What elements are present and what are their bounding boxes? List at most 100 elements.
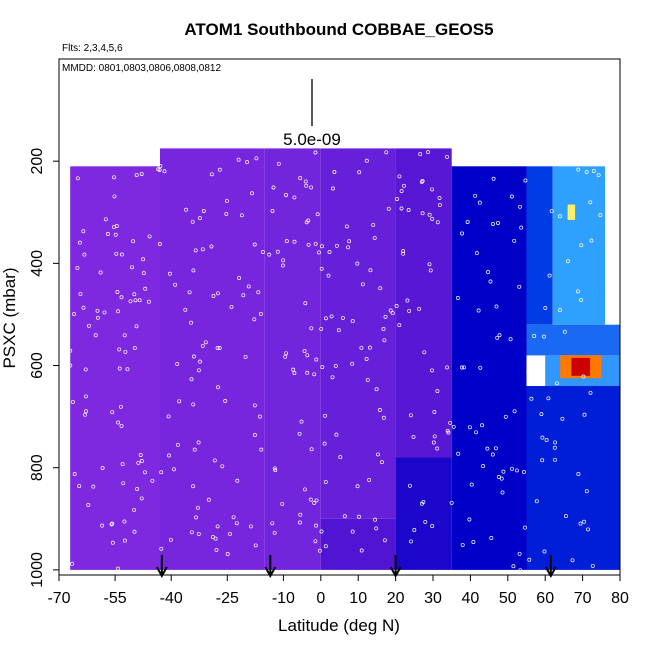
- sample-point: [589, 238, 594, 243]
- sample-point: [558, 308, 563, 313]
- heatmap-cell: [395, 148, 452, 458]
- sample-point: [231, 515, 236, 520]
- sample-point: [491, 176, 496, 181]
- sample-point: [216, 385, 220, 390]
- sample-point: [297, 520, 302, 525]
- sample-point: [309, 185, 314, 190]
- sample-point: [136, 460, 141, 465]
- sample-point: [408, 413, 413, 418]
- sample-point: [191, 354, 196, 359]
- sample-point: [298, 512, 303, 517]
- sample-point: [331, 186, 335, 191]
- sample-point: [215, 524, 220, 529]
- sample-point: [355, 484, 360, 489]
- sample-point: [376, 452, 380, 457]
- sample-point: [346, 245, 351, 250]
- sample-point: [360, 282, 365, 287]
- sample-point: [189, 377, 194, 382]
- sample-point: [299, 419, 304, 424]
- sample-point: [596, 173, 601, 178]
- sample-point: [474, 251, 479, 256]
- sample-point: [201, 209, 206, 213]
- x-tick-label: 10: [349, 590, 367, 607]
- sample-point: [132, 529, 137, 534]
- sample-point: [511, 564, 516, 569]
- sample-point: [430, 368, 434, 373]
- sample-point: [518, 204, 522, 209]
- sample-point: [246, 284, 251, 289]
- sample-point: [575, 289, 580, 294]
- sample-point: [494, 304, 499, 309]
- sample-point: [534, 499, 539, 504]
- heatmap-cell: [160, 148, 265, 570]
- x-tick-label: 30: [424, 590, 442, 607]
- sample-point: [306, 242, 311, 247]
- dates-note: MMDD: 0801,0803,0806,0808,0812: [62, 63, 221, 74]
- sample-point: [445, 428, 450, 433]
- sample-point: [100, 523, 105, 528]
- sample-point: [431, 440, 436, 445]
- sample-point: [167, 453, 171, 458]
- y-axis: 200 400 600 800 1000: [29, 148, 59, 588]
- sample-point: [116, 309, 120, 314]
- sample-point: [245, 160, 249, 165]
- sample-point: [119, 423, 124, 428]
- sample-point: [330, 375, 335, 380]
- sample-point: [70, 561, 75, 566]
- sample-point: [336, 328, 341, 333]
- sample-point: [365, 377, 370, 382]
- sample-point: [570, 558, 575, 563]
- sample-point: [486, 270, 491, 274]
- sample-point: [427, 212, 432, 217]
- sample-point: [459, 365, 464, 370]
- scale-bar: 5.0e-09: [283, 79, 341, 149]
- y-tick-label: 1000: [29, 552, 46, 588]
- sample-point: [283, 354, 288, 359]
- sample-point: [122, 538, 127, 543]
- sample-point: [303, 179, 308, 184]
- sample-point: [374, 387, 379, 392]
- sample-point: [512, 238, 517, 243]
- sample-point: [183, 307, 188, 312]
- sample-point: [200, 247, 205, 252]
- sample-point: [143, 286, 148, 291]
- sample-point: [116, 566, 120, 571]
- sample-point: [252, 433, 257, 437]
- sample-point: [428, 268, 433, 273]
- sample-point: [390, 311, 395, 316]
- sample-point: [81, 305, 86, 310]
- sample-point: [462, 365, 467, 370]
- sample-point: [582, 519, 587, 524]
- sample-point: [141, 257, 145, 262]
- sample-point: [138, 453, 143, 457]
- sample-point: [340, 315, 345, 320]
- sample-point: [141, 271, 146, 276]
- sample-point: [319, 266, 324, 271]
- sample-point: [576, 167, 581, 172]
- sample-point: [578, 521, 583, 526]
- sample-point: [123, 349, 128, 354]
- heatmap-cell: [526, 386, 620, 570]
- sample-point: [493, 446, 498, 451]
- heatmap-cell: [395, 457, 452, 570]
- sample-point: [142, 470, 147, 475]
- sample-point: [112, 194, 117, 199]
- sample-point: [189, 530, 194, 535]
- sample-point: [496, 475, 501, 479]
- sample-point: [519, 225, 524, 230]
- sample-point: [100, 466, 105, 471]
- sample-point: [417, 306, 422, 311]
- x-tick-label: -40: [160, 590, 183, 607]
- sample-point: [260, 250, 265, 255]
- sample-point: [224, 198, 229, 203]
- sample-point: [72, 472, 77, 477]
- sample-point: [445, 365, 449, 370]
- sample-point: [510, 466, 514, 471]
- sample-point: [350, 319, 355, 324]
- sample-point: [381, 415, 386, 420]
- y-tick-label: 600: [29, 352, 46, 379]
- sample-point: [115, 290, 120, 294]
- sample-point: [445, 154, 449, 159]
- x-tick-label: 80: [611, 590, 629, 607]
- sample-point: [384, 150, 389, 155]
